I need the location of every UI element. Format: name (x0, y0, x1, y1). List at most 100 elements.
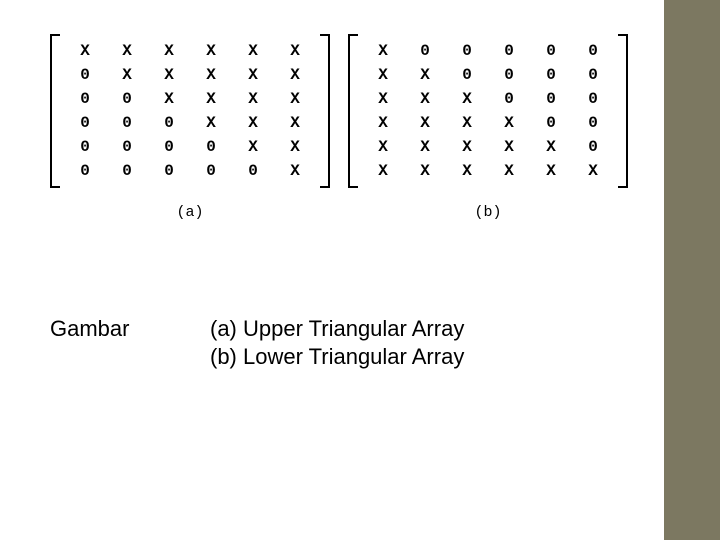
matrix-cell: 0 (106, 114, 148, 132)
matrix-cell: 0 (64, 162, 106, 180)
matrix-cell: X (190, 42, 232, 60)
matrix-cell: X (530, 162, 572, 180)
matrix-cell: X (274, 42, 316, 60)
matrix-cell: X (232, 138, 274, 156)
matrix-cell: X (362, 42, 404, 60)
matrix-cell: X (274, 138, 316, 156)
matrix-row: XX0000 (362, 66, 614, 84)
panel-a-wrap: XXXXXX0XXXXX00XXXX000XXX0000XX00000X (a) (50, 34, 330, 221)
bracket-left-b (348, 34, 356, 188)
sublabel-a: (a) (176, 204, 203, 221)
matrix-row: 0XXXXX (64, 66, 316, 84)
matrix-cell: X (190, 90, 232, 108)
matrix-cell: X (446, 138, 488, 156)
panel-b-wrap: X00000XX0000XXX000XXXX00XXXXX0XXXXXX (b) (348, 34, 628, 221)
matrix-cell: X (64, 42, 106, 60)
matrix-cell: X (530, 138, 572, 156)
matrix-cell: 0 (488, 42, 530, 60)
matrix-cell: X (446, 114, 488, 132)
figure-caption: Gambar (a) Upper Triangular Array (b) Lo… (50, 316, 630, 370)
matrix-cell: X (362, 138, 404, 156)
matrix-cell: X (232, 66, 274, 84)
matrix-cell: 0 (106, 138, 148, 156)
matrix-cell: X (488, 138, 530, 156)
matrix-a: XXXXXX0XXXXX00XXXX000XXX0000XX00000X (58, 34, 322, 188)
matrix-cell: X (488, 114, 530, 132)
panel-a: XXXXXX0XXXXX00XXXX000XXX0000XX00000X (50, 34, 330, 188)
matrix-cell: 0 (572, 42, 614, 60)
matrix-cell: 0 (488, 66, 530, 84)
matrix-cell: X (446, 162, 488, 180)
matrix-cell: X (232, 42, 274, 60)
slide-sidebar (664, 0, 720, 540)
matrix-cell: 0 (64, 114, 106, 132)
matrix-cell: 0 (64, 66, 106, 84)
matrix-cell: 0 (446, 42, 488, 60)
matrix-cell: X (362, 162, 404, 180)
matrix-cell: X (106, 42, 148, 60)
matrix-cell: X (404, 138, 446, 156)
matrix-cell: 0 (106, 90, 148, 108)
matrix-cell: 0 (488, 90, 530, 108)
matrix-cell: 0 (530, 66, 572, 84)
matrix-cell: X (190, 114, 232, 132)
matrix-cell: 0 (190, 138, 232, 156)
matrix-cell: 0 (148, 162, 190, 180)
matrix-cell: X (404, 66, 446, 84)
matrix-cell: X (274, 90, 316, 108)
matrix-cell: X (404, 114, 446, 132)
matrix-row: 000XXX (64, 114, 316, 132)
caption-label: Gambar (50, 316, 210, 370)
matrix-cell: 0 (148, 138, 190, 156)
matrix-cell: 0 (190, 162, 232, 180)
matrix-row: XXXX00 (362, 114, 614, 132)
caption-line-a: (a) Upper Triangular Array (210, 316, 464, 342)
matrix-cell: 0 (572, 138, 614, 156)
matrix-cell: X (362, 114, 404, 132)
matrix-cell: X (190, 66, 232, 84)
matrix-cell: X (488, 162, 530, 180)
matrix-row: XXXXXX (64, 42, 316, 60)
matrix-row: X00000 (362, 42, 614, 60)
matrix-cell: 0 (572, 114, 614, 132)
matrix-cell: X (404, 90, 446, 108)
matrix-row: 00XXXX (64, 90, 316, 108)
matrix-cell: 0 (64, 90, 106, 108)
caption-lines: (a) Upper Triangular Array (b) Lower Tri… (210, 316, 464, 370)
matrix-cell: X (274, 114, 316, 132)
matrix-cell: X (232, 114, 274, 132)
slide-page: XXXXXX0XXXXX00XXXX000XXX0000XX00000X (a)… (0, 0, 664, 540)
bracket-left-a (50, 34, 58, 188)
matrix-row: 0000XX (64, 138, 316, 156)
matrix-cell: X (148, 66, 190, 84)
sublabel-b: (b) (474, 204, 501, 221)
matrix-cell: 0 (404, 42, 446, 60)
matrix-row: XXXXXX (362, 162, 614, 180)
matrix-cell: X (274, 66, 316, 84)
matrix-cell: 0 (64, 138, 106, 156)
matrix-cell: X (572, 162, 614, 180)
matrix-cell: X (362, 66, 404, 84)
matrix-cell: X (232, 90, 274, 108)
matrix-cell: 0 (530, 42, 572, 60)
matrix-row: XXXXX0 (362, 138, 614, 156)
matrix-b: X00000XX0000XXX000XXXX00XXXXX0XXXXXX (356, 34, 620, 188)
matrix-cell: 0 (530, 90, 572, 108)
matrix-cell: X (106, 66, 148, 84)
matrix-cell: 0 (530, 114, 572, 132)
bracket-right-a (322, 34, 330, 188)
matrix-row: 00000X (64, 162, 316, 180)
matrix-cell: X (274, 162, 316, 180)
panel-b: X00000XX0000XXX000XXXX00XXXXX0XXXXXX (348, 34, 628, 188)
matrices-figure: XXXXXX0XXXXX00XXXX000XXX0000XX00000X (a)… (50, 34, 630, 221)
matrix-cell: X (148, 90, 190, 108)
matrix-cell: 0 (106, 162, 148, 180)
bracket-right-b (620, 34, 628, 188)
caption-line-b: (b) Lower Triangular Array (210, 344, 464, 370)
matrix-cell: 0 (446, 66, 488, 84)
matrix-cell: 0 (572, 66, 614, 84)
matrix-cell: X (362, 90, 404, 108)
panels-row: XXXXXX0XXXXX00XXXX000XXX0000XX00000X (a)… (50, 34, 630, 221)
matrix-cell: 0 (572, 90, 614, 108)
matrix-cell: 0 (232, 162, 274, 180)
